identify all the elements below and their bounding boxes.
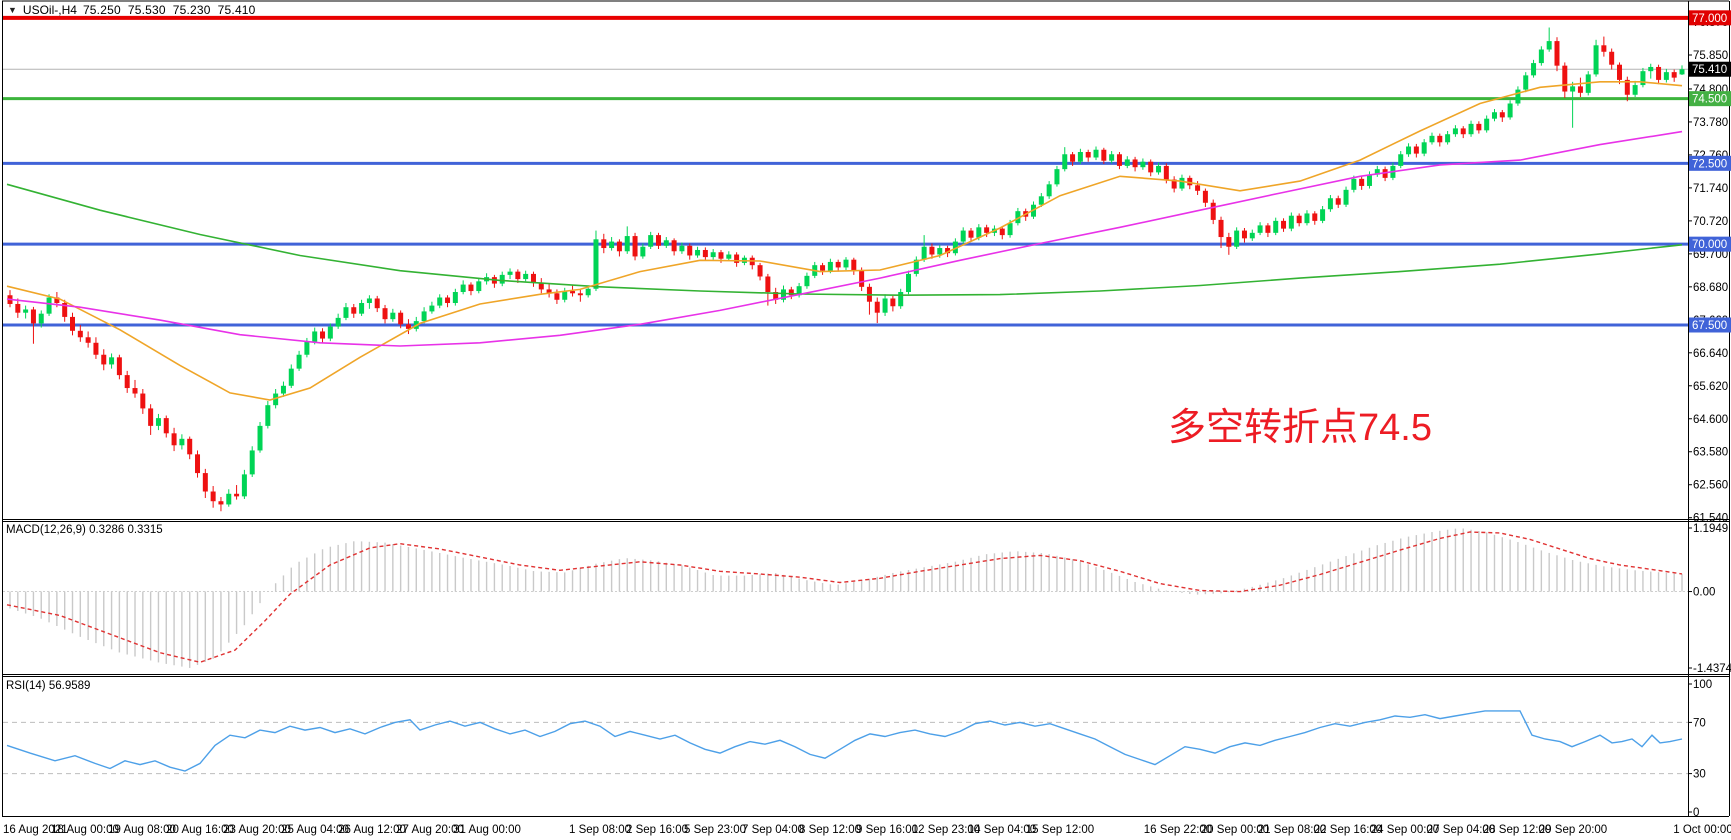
symbol-dropdown-icon[interactable]: ▼ — [8, 5, 17, 15]
price-badge-75.410 — [1689, 61, 1731, 77]
svg-text:2 Sep 16:00: 2 Sep 16:00 — [626, 824, 688, 836]
price-badge-70.000 — [1689, 236, 1731, 252]
svg-text:70.000: 70.000 — [1692, 239, 1727, 251]
svg-text:20 Aug 16:00: 20 Aug 16:00 — [166, 824, 234, 836]
rsi-indicator-label: RSI(14) 56.9589 — [6, 680, 90, 692]
price-badge-77.000 — [1689, 10, 1731, 26]
svg-text:1 Sep 08:00: 1 Sep 08:00 — [569, 824, 631, 836]
svg-text:63.580: 63.580 — [1693, 447, 1728, 459]
low-value: 75.230 — [172, 3, 211, 17]
svg-text:25 Aug 04:00: 25 Aug 04:00 — [281, 824, 349, 836]
svg-text:67.500: 67.500 — [1692, 320, 1727, 332]
svg-text:8 Sep 12:00: 8 Sep 12:00 — [799, 824, 861, 836]
svg-text:31 Aug 00:00: 31 Aug 00:00 — [453, 824, 521, 836]
svg-text:21 Sep 08:00: 21 Sep 08:00 — [1258, 824, 1326, 836]
svg-text:18 Aug 00:00: 18 Aug 00:00 — [51, 824, 119, 836]
svg-text:15 Sep 12:00: 15 Sep 12:00 — [1026, 824, 1094, 836]
svg-text:73.780: 73.780 — [1693, 117, 1728, 129]
close-value: 75.410 — [217, 3, 256, 17]
macd-values: 0.3286 0.3315 — [89, 524, 163, 536]
ma-green-slow-line — [6, 183, 1683, 297]
svg-text:20 Sep 00:00: 20 Sep 00:00 — [1201, 824, 1269, 836]
chart-text-annotation[interactable]: 多空转折点74.5 — [1168, 407, 1432, 449]
horizontal-price-lines[interactable] — [3, 15, 1688, 327]
svg-text:69.700: 69.700 — [1693, 249, 1728, 261]
svg-text:26 Aug 12:00: 26 Aug 12:00 — [338, 824, 406, 836]
chart-header: ▼ USOil-,H4 75.250 75.530 75.230 75.410 — [8, 3, 256, 17]
macd-histogram — [9, 528, 1683, 668]
svg-text:75.850: 75.850 — [1693, 50, 1728, 62]
macd-indicator-label: MACD(12,26,9) 0.3286 0.3315 — [6, 524, 163, 536]
price-axis[interactable]: 76.87075.85074.80073.78072.76071.74070.7… — [1688, 17, 1731, 819]
price-badge-72.500 — [1689, 155, 1731, 171]
svg-text:0.00: 0.00 — [1693, 587, 1715, 599]
svg-text:70: 70 — [1693, 717, 1706, 729]
rsi-line — [6, 710, 1683, 772]
svg-text:12 Sep 23:00: 12 Sep 23:00 — [912, 824, 980, 836]
svg-text:61.540: 61.540 — [1693, 513, 1728, 525]
svg-text:74.500: 74.500 — [1692, 94, 1727, 106]
price-badges: 77.000 75.410 74.500 72.500 70.000 67.500 — [1689, 10, 1731, 333]
panel-borders — [2, 0, 1730, 817]
high-value: 75.530 — [127, 3, 166, 17]
svg-text:-1.4374: -1.4374 — [1693, 663, 1731, 675]
symbol-period-label: USOil-,H4 — [22, 3, 77, 17]
svg-text:16 Sep 22:00: 16 Sep 22:00 — [1144, 824, 1212, 836]
svg-text:30: 30 — [1693, 769, 1706, 781]
svg-text:64.600: 64.600 — [1693, 414, 1728, 426]
ma-orange-fast-line — [6, 81, 1683, 401]
svg-text:29 Sep 20:00: 29 Sep 20:00 — [1539, 824, 1607, 836]
svg-text:23 Aug 20:00: 23 Aug 20:00 — [223, 824, 291, 836]
svg-text:77.000: 77.000 — [1692, 13, 1727, 25]
svg-text:70.720: 70.720 — [1693, 216, 1728, 228]
svg-text:16 Aug 2021: 16 Aug 2021 — [3, 824, 68, 836]
price-badge-74.500 — [1689, 91, 1731, 107]
svg-text:68.680: 68.680 — [1693, 282, 1728, 294]
svg-text:7 Sep 04:00: 7 Sep 04:00 — [742, 824, 804, 836]
svg-text:100: 100 — [1693, 679, 1712, 691]
svg-text:62.560: 62.560 — [1693, 480, 1728, 492]
macd-name: MACD(12,26,9) — [6, 524, 86, 536]
svg-text:27 Aug 20:00: 27 Aug 20:00 — [396, 824, 464, 836]
svg-text:19 Aug 08:00: 19 Aug 08:00 — [108, 824, 176, 836]
svg-text:71.740: 71.740 — [1693, 183, 1728, 195]
svg-text:1 Oct 00:00: 1 Oct 00:00 — [1673, 824, 1731, 836]
svg-text:14 Sep 04:00: 14 Sep 04:00 — [968, 824, 1036, 836]
rsi-name: RSI(14) — [6, 680, 46, 692]
svg-text:66.640: 66.640 — [1693, 348, 1728, 360]
candlestick-series[interactable] — [7, 27, 1685, 512]
svg-text:65.620: 65.620 — [1693, 381, 1728, 393]
ma-magenta-mid-line — [6, 130, 1683, 347]
svg-text:24 Sep 00:00: 24 Sep 00:00 — [1371, 824, 1439, 836]
svg-text:75.410: 75.410 — [1692, 64, 1727, 76]
svg-text:27 Sep 04:00: 27 Sep 04:00 — [1427, 824, 1495, 836]
price-badge-67.500 — [1689, 317, 1731, 333]
ohlc-values: 75.250 75.530 75.230 75.410 — [83, 3, 256, 17]
svg-text:22 Sep 16:00: 22 Sep 16:00 — [1314, 824, 1382, 836]
rsi-value: 56.9589 — [48, 680, 91, 692]
svg-text:0: 0 — [1693, 807, 1699, 819]
macd-signal-line — [6, 531, 1683, 664]
svg-text:9 Sep 16:00: 9 Sep 16:00 — [856, 824, 918, 836]
svg-text:72.500: 72.500 — [1692, 158, 1727, 170]
open-value: 75.250 — [82, 3, 121, 17]
svg-text:5 Sep 23:00: 5 Sep 23:00 — [684, 824, 746, 836]
svg-text:1.1949: 1.1949 — [1693, 523, 1728, 535]
svg-text:28 Sep 12:00: 28 Sep 12:00 — [1483, 824, 1551, 836]
